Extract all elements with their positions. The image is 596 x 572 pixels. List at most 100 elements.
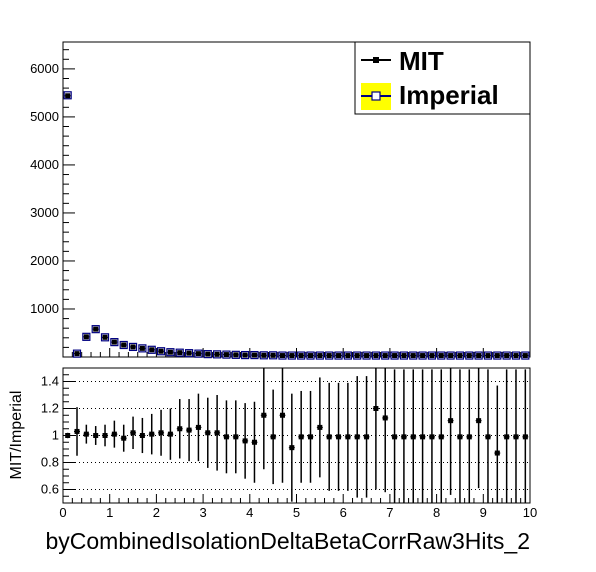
ratio-point xyxy=(242,438,248,444)
legend-box xyxy=(354,41,531,115)
ratio-point xyxy=(326,434,332,440)
ratio-point xyxy=(233,434,239,440)
ratio-point xyxy=(149,431,155,437)
mit-point xyxy=(270,352,276,358)
ratio-x-tick-label: 8 xyxy=(433,505,440,520)
mit-point xyxy=(317,353,323,359)
ratio-point xyxy=(513,434,519,440)
mit-point xyxy=(177,350,183,356)
ratio-point xyxy=(429,434,435,440)
mit-point xyxy=(429,353,435,359)
ratio-y-tick-label: 0.8 xyxy=(41,455,59,470)
mit-point xyxy=(298,353,304,359)
ratio-point xyxy=(279,412,285,418)
mit-point xyxy=(476,353,482,359)
mit-point xyxy=(485,353,491,359)
ratio-y-tick-label: 1 xyxy=(52,428,59,443)
ratio-point xyxy=(382,415,388,421)
mit-point xyxy=(438,353,444,359)
ratio-point xyxy=(177,426,183,432)
mit-point xyxy=(195,351,201,357)
ratio-x-tick-label: 10 xyxy=(523,505,537,520)
mit-point xyxy=(420,353,426,359)
mit-point xyxy=(345,353,351,359)
ratio-point xyxy=(494,450,500,456)
ratio-x-tick-label: 7 xyxy=(386,505,393,520)
ratio-point xyxy=(186,427,192,433)
mit-point xyxy=(466,353,472,359)
mit-point xyxy=(448,353,454,359)
ratio-point xyxy=(139,433,145,438)
mit-point xyxy=(205,351,211,357)
ratio-point xyxy=(289,445,295,451)
mit-point xyxy=(242,352,248,358)
mit-point xyxy=(401,353,407,359)
ratio-point xyxy=(65,433,71,438)
ratio-point xyxy=(83,431,89,437)
ratio-point xyxy=(364,434,370,440)
mit-point xyxy=(139,345,145,351)
ratio-point xyxy=(261,412,267,418)
ratio-point xyxy=(214,430,220,436)
x-axis-title: byCombinedIsolationDeltaBetaCorrRaw3Hits… xyxy=(45,528,530,554)
mit-point xyxy=(111,339,117,345)
ratio-x-tick-label: 3 xyxy=(199,505,206,520)
mit-point xyxy=(326,353,332,359)
ratio-point xyxy=(270,434,276,440)
mit-point xyxy=(158,348,164,354)
main-y-axis: 1000 2000 3000 4000 5000 6000 xyxy=(30,49,75,348)
ratio-point xyxy=(457,434,463,440)
mit-point xyxy=(233,352,239,358)
legend-imperial-marker xyxy=(371,91,381,101)
mit-point xyxy=(494,353,500,359)
mit-point xyxy=(74,351,80,357)
ratio-y-tick-label: 0.6 xyxy=(41,482,59,497)
legend-imperial-label: Imperial xyxy=(399,80,499,110)
mit-point xyxy=(513,353,519,359)
ratio-x-tick-label: 1 xyxy=(106,505,113,520)
ratio-point xyxy=(504,434,510,440)
mit-point xyxy=(504,353,510,359)
ratio-point xyxy=(392,434,398,440)
mit-point xyxy=(186,350,192,356)
ratio-x-tick-label: 6 xyxy=(340,505,347,520)
mit-point xyxy=(382,353,388,359)
ratio-x-tick-label: 0 xyxy=(59,505,66,520)
ratio-point xyxy=(448,418,454,424)
mit-point xyxy=(102,334,108,340)
ratio-data-points xyxy=(64,368,529,503)
ratio-point xyxy=(336,434,342,440)
ratio-point xyxy=(373,406,379,411)
mit-point xyxy=(410,353,416,359)
main-y-tick-label: 4000 xyxy=(30,157,59,172)
ratio-point xyxy=(401,434,407,440)
ratio-point xyxy=(438,434,444,440)
ratio-point xyxy=(466,434,472,440)
ratio-point xyxy=(195,424,201,430)
mit-point xyxy=(336,353,342,359)
ratio-point xyxy=(223,434,229,440)
ratio-point xyxy=(93,433,99,438)
main-x-axis xyxy=(62,348,531,357)
ratio-point xyxy=(130,430,136,436)
main-data-points xyxy=(63,91,530,360)
ratio-point xyxy=(522,434,528,440)
ratio-x-axis: 0 1 2 3 4 5 6 7 8 9 10 xyxy=(59,494,537,520)
ratio-point xyxy=(345,434,351,440)
ratio-y-tick-label: 1.2 xyxy=(41,401,59,416)
main-y-tick-label: 1000 xyxy=(30,301,59,316)
ratio-point xyxy=(158,430,164,436)
mit-point xyxy=(457,353,463,359)
ratio-y-tick-label: 1.4 xyxy=(41,374,59,389)
legend: MIT Imperial xyxy=(354,41,531,115)
main-y-tick-label: 2000 xyxy=(30,253,59,268)
ratio-point xyxy=(167,431,173,437)
ratio-point xyxy=(308,434,314,440)
legend-mit-marker xyxy=(373,57,379,63)
ratio-point xyxy=(111,431,117,437)
mit-point xyxy=(251,352,257,358)
main-y-tick-label: 6000 xyxy=(30,61,59,76)
mit-point xyxy=(261,352,267,358)
ratio-x-tick-label: 2 xyxy=(153,505,160,520)
